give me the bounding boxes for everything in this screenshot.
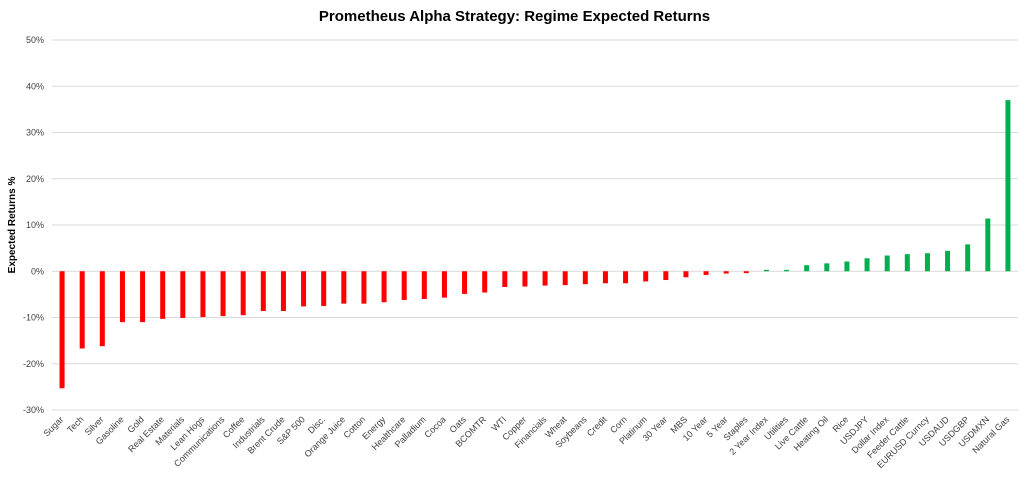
bar [341,271,347,304]
gridlines [52,39,1018,411]
bar [723,271,729,274]
bar [1005,100,1011,272]
bar [180,271,186,318]
bars [59,100,1011,389]
bar [140,271,146,323]
bar [119,271,125,323]
bar [462,271,468,294]
y-tick-label: 40% [26,81,44,91]
y-tick-label: 0% [31,266,44,276]
bar [260,271,266,312]
x-tick-label: Sugar [41,414,65,438]
y-tick-label: 30% [26,128,44,138]
x-tick-label: Cocoa [422,414,447,439]
y-tick-label: -10% [23,313,44,323]
bar [924,253,930,272]
bar [643,271,649,282]
bar [79,271,85,349]
bar [522,271,528,287]
bar [361,271,367,304]
chart-title: Prometheus Alpha Strategy: Regime Expect… [318,8,711,25]
bar [804,265,810,272]
bar [59,271,65,389]
bar [542,271,548,286]
bar [582,271,588,285]
bar [623,271,629,284]
bar [945,250,951,272]
bar [220,271,226,317]
bar [99,271,105,347]
bar [743,271,749,274]
bar [401,271,407,300]
bar [502,271,508,287]
y-tick-label: 10% [26,220,44,230]
bar [441,271,447,298]
bar [421,271,427,299]
bar [703,271,709,275]
y-tick-label: 50% [26,35,44,45]
bar [602,271,608,284]
bar [784,269,790,272]
y-tick-label: -30% [23,405,44,415]
x-tick-label: Tech [65,414,86,435]
bar [884,255,890,272]
bar [301,271,307,307]
bar [985,218,991,272]
bar [904,254,910,272]
bar [965,244,971,272]
bar [844,261,850,272]
bar [160,271,166,319]
y-axis-title: Expected Returns % [7,177,18,274]
bar [562,271,568,286]
y-tick-label: -20% [23,359,44,369]
y-axis-ticks: -30% -20% -10% 0% 10% 20% 30% 40% 50% [23,35,44,415]
bar [663,271,669,281]
y-tick-label: 20% [26,174,44,184]
bar [864,258,870,272]
bar [280,271,286,312]
x-tick-label: Credit [585,414,609,438]
bar [321,271,327,306]
bar [200,271,206,318]
bar [240,271,246,316]
bar [683,271,689,278]
bar [381,271,387,303]
bar [824,263,830,272]
bar [482,271,488,293]
bar [763,269,769,272]
